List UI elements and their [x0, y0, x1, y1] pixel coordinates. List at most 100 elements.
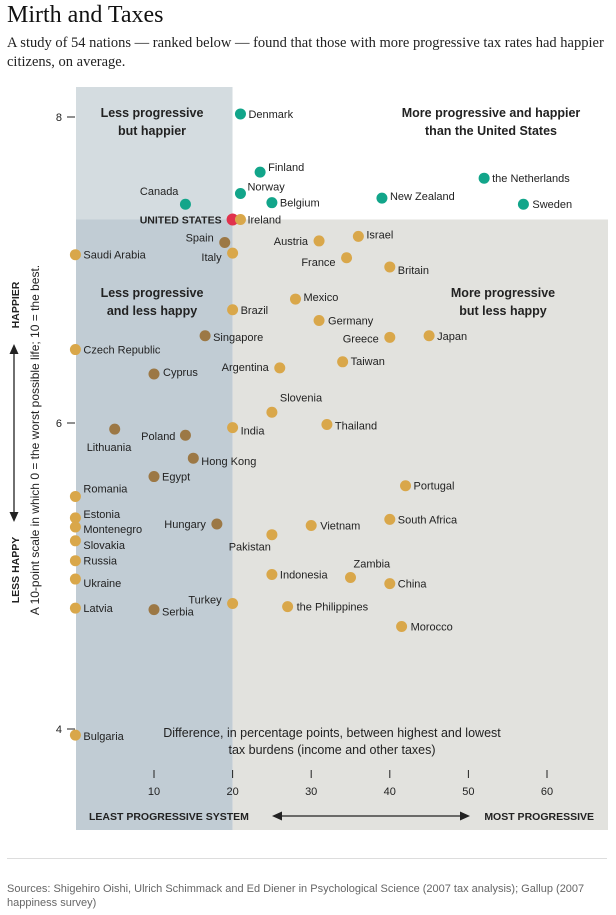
y-axis-happier-label: HAPPIER: [10, 281, 22, 328]
y-axis-title: A 10-point scale in which 0 = the worst …: [28, 265, 42, 615]
dot-zambia: [345, 572, 356, 584]
label-spain: Spain: [186, 232, 214, 244]
quadrant-label-top-left: Less progressive but happier: [101, 106, 204, 138]
label-india: India: [241, 426, 266, 438]
dot-italy: [227, 247, 239, 259]
dot-the-netherlands: [478, 172, 490, 184]
dot-serbia: [148, 604, 160, 616]
label-norway: Norway: [247, 182, 285, 194]
label-slovakia: Slovakia: [83, 540, 125, 552]
dot-lithuania: [109, 423, 121, 435]
label-russia: Russia: [83, 556, 118, 568]
label-the-netherlands: the Netherlands: [492, 173, 570, 185]
label-czech-republic: Czech Republic: [83, 345, 161, 357]
x-tick-label: 40: [384, 786, 396, 798]
dot-germany: [313, 314, 325, 326]
dot-greece: [384, 331, 396, 343]
dot-thailand: [321, 419, 333, 431]
dot-new-zealand: [376, 192, 388, 204]
dot-canada: [179, 198, 191, 210]
label-mexico: Mexico: [303, 292, 338, 304]
dot-singapore: [199, 330, 211, 342]
dot-israel: [352, 230, 364, 242]
y-tick-label: 6: [56, 418, 62, 430]
chart-subtitle: A study of 54 nations — ranked below — f…: [7, 35, 604, 70]
dot-belgium: [266, 197, 278, 209]
dot-south-africa: [384, 513, 396, 525]
dot-pakistan: [266, 529, 278, 541]
x-axis-right-label: MOST PROGRESSIVE: [484, 811, 594, 823]
label-greece: Greece: [343, 333, 379, 345]
source-note: Sources: Shigehiro Oishi, Ulrich Schimma…: [7, 883, 585, 909]
label-serbia: Serbia: [162, 607, 195, 619]
quadrant-top-left: [76, 87, 233, 220]
label-portugal: Portugal: [414, 481, 455, 493]
label-bulgaria: Bulgaria: [83, 731, 124, 743]
label-indonesia: Indonesia: [280, 569, 329, 581]
label-japan: Japan: [437, 331, 467, 343]
quadrant-bottom-left: [76, 219, 233, 830]
dot-egypt: [148, 471, 160, 483]
label-montenegro: Montenegro: [83, 524, 142, 536]
dot-ireland: [234, 214, 246, 226]
dot-france: [341, 252, 353, 264]
label-lithuania: Lithuania: [87, 442, 133, 454]
label-latvia: Latvia: [83, 603, 113, 615]
dot-sweden: [517, 198, 529, 210]
y-tick-label: 8: [56, 112, 62, 124]
dot-ukraine: [69, 573, 81, 585]
label-new-zealand: New Zealand: [390, 191, 455, 203]
label-morocco: Morocco: [411, 621, 453, 633]
label-hong-kong: Hong Kong: [201, 456, 256, 468]
x-arrow-left-head: [272, 811, 282, 821]
label-germany: Germany: [328, 315, 374, 327]
dot-hungary: [211, 518, 223, 530]
dot-estonia: [69, 512, 81, 524]
dot-finland: [254, 166, 266, 178]
dot-latvia: [69, 602, 81, 614]
dot-brazil: [227, 304, 239, 316]
dot-argentina: [274, 362, 286, 374]
label-singapore: Singapore: [213, 332, 263, 344]
label-turkey: Turkey: [188, 595, 222, 607]
chart-title: Mirth and Taxes: [7, 2, 164, 28]
label-austria: Austria: [274, 236, 309, 248]
dot-austria: [313, 235, 325, 247]
dot-czech-republic: [69, 344, 81, 356]
y-axis-less-happy-label: LESS HAPPY: [10, 537, 22, 604]
dot-japan: [423, 330, 435, 342]
label-argentina: Argentina: [222, 362, 270, 374]
dot-bulgaria: [69, 729, 81, 741]
dot-slovakia: [69, 535, 81, 547]
x-tick-label: 50: [462, 786, 474, 798]
quadrant-label-top-right: More progressive and happier than the Uni…: [402, 106, 581, 138]
x-arrow-right-head: [460, 811, 470, 821]
label-estonia: Estonia: [83, 509, 121, 521]
y-arrow-up-head: [9, 344, 19, 354]
label-egypt: Egypt: [162, 472, 190, 484]
dot-mexico: [289, 293, 301, 305]
label-britain: Britain: [398, 265, 429, 277]
quadrant-label-bottom-right: More progressive but less happy: [451, 286, 555, 318]
label-south-africa: South Africa: [398, 514, 458, 526]
label-pakistan: Pakistan: [229, 542, 271, 554]
label-sweden: Sweden: [532, 199, 572, 211]
dot-china: [384, 578, 396, 590]
label-italy: Italy: [201, 252, 222, 264]
label-poland: Poland: [141, 431, 175, 443]
x-tick-label: 20: [226, 786, 238, 798]
label-vietnam: Vietnam: [320, 521, 360, 533]
dot-saudi-arabia: [69, 249, 81, 261]
quadrant-label-bottom-left: Less progressive and less happy: [101, 286, 204, 318]
label-israel: Israel: [366, 229, 393, 241]
x-tick-label: 30: [305, 786, 317, 798]
label-thailand: Thailand: [335, 421, 377, 433]
quadrant-top-right: [232, 87, 608, 220]
dot-montenegro: [69, 521, 81, 533]
label-canada: Canada: [140, 186, 179, 198]
dot-india: [227, 422, 239, 434]
dot-russia: [69, 555, 81, 567]
dot-britain: [384, 261, 396, 273]
label-zambia: Zambia: [354, 559, 392, 571]
label-finland: Finland: [268, 162, 304, 174]
